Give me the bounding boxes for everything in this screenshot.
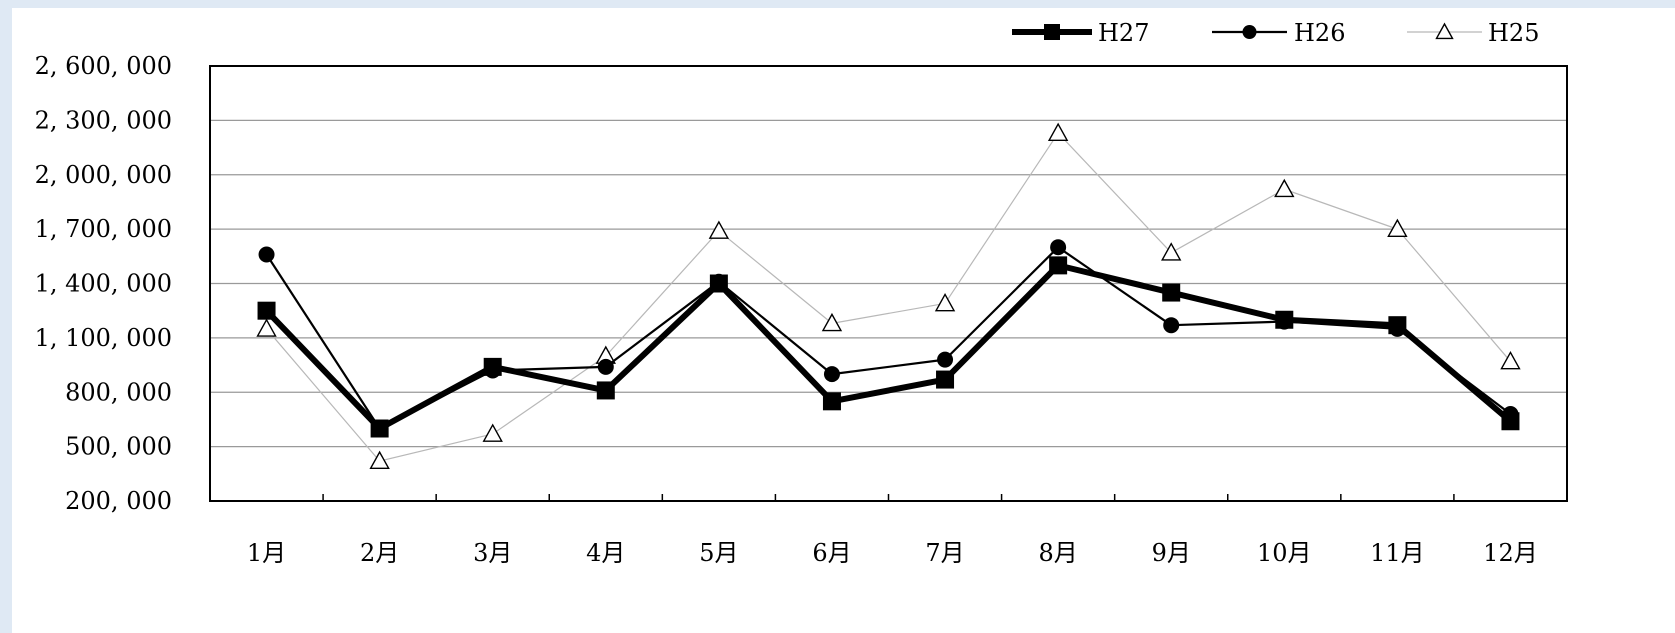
x-tick-label: 4月 [586,539,625,567]
data-point-h25 [708,220,730,239]
legend-marker [1435,22,1454,40]
data-point-h25 [369,450,390,470]
legend-item-h27: H27 [1012,19,1149,47]
y-tick-label: 2, 300, 000 [35,106,172,134]
y-tick-label: 200, 000 [65,487,172,515]
x-axis: 1月 2月 3月 4月 5月 6月 7月 8月 9月 10月 11月 12月 [247,494,1538,567]
x-tick-label: 8月 [1038,539,1077,567]
data-point-h26 [258,246,275,263]
chart-frame: H27 H26 H25 2, 600, 000 2, 300, 000 2, 000, … [12,8,1675,633]
data-point-h26 [597,358,614,375]
y-tick-label: 500, 000 [65,433,172,461]
data-point-h27 [936,370,955,389]
data-point-h25 [1161,242,1182,261]
grid-lines [209,65,1568,502]
x-tick-label: 7月 [925,539,964,567]
data-point-h27 [1275,310,1294,329]
legend-marker [1242,25,1257,39]
y-tick-label: 1, 100, 000 [35,324,172,352]
series-group [256,122,1521,470]
series-h25 [256,122,1521,470]
data-point-h27 [822,392,841,411]
x-tick-label: 5月 [699,539,738,567]
series-h27 [257,256,1520,438]
x-tick-label: 1月 [247,539,286,567]
data-point-h25 [934,292,956,312]
x-tick-label: 10月 [1257,539,1312,567]
data-point-h27 [1388,316,1407,335]
x-tick-label: 3月 [473,539,512,567]
y-tick-label: 2, 000, 000 [35,161,172,189]
data-point-h25 [821,312,843,332]
data-point-h26 [823,366,840,383]
legend-label: H25 [1488,19,1539,47]
data-point-h27 [596,381,615,400]
x-tick-label: 11月 [1370,539,1425,567]
data-point-h27 [370,419,389,438]
x-tick-label: 9月 [1152,539,1191,567]
y-tick-label: 800, 000 [65,378,172,406]
chart-legend: H27 H26 H25 [1012,19,1539,47]
data-point-h27 [1501,412,1520,431]
legend-item-h26: H26 [1212,19,1345,47]
y-axis: 2, 600, 000 2, 300, 000 2, 000, 000 1, 700,… [35,52,172,515]
y-tick-label: 1, 700, 000 [35,215,172,243]
data-point-h25 [256,318,277,337]
legend-item-h25: H25 [1407,19,1539,47]
data-point-h27 [709,274,728,293]
data-point-h26 [1163,317,1180,334]
data-point-h27 [1049,256,1068,275]
legend-label: H26 [1294,19,1345,47]
series-line-h27 [264,262,1513,432]
series-line-h25 [266,132,1511,462]
data-point-h25 [1047,122,1069,141]
data-point-h26 [1050,239,1067,256]
data-point-h27 [483,357,502,376]
legend-marker [1044,24,1060,40]
y-tick-label: 2, 600, 000 [35,52,172,80]
x-tick-label: 6月 [812,539,851,567]
data-point-h27 [1162,283,1181,302]
data-point-h25 [1387,218,1408,238]
data-point-h25 [1500,350,1521,370]
x-tick-label: 2月 [360,539,399,567]
y-tick-label: 1, 400, 000 [35,270,172,298]
x-tick-label: 12月 [1483,539,1538,567]
line-chart: H27 H26 H25 2, 600, 000 2, 300, 000 2, 000, … [35,19,1568,567]
data-point-h25 [482,423,503,442]
data-point-h26 [937,351,954,368]
data-point-h25 [1274,178,1295,198]
legend-label: H27 [1098,19,1149,47]
data-point-h27 [257,301,276,320]
